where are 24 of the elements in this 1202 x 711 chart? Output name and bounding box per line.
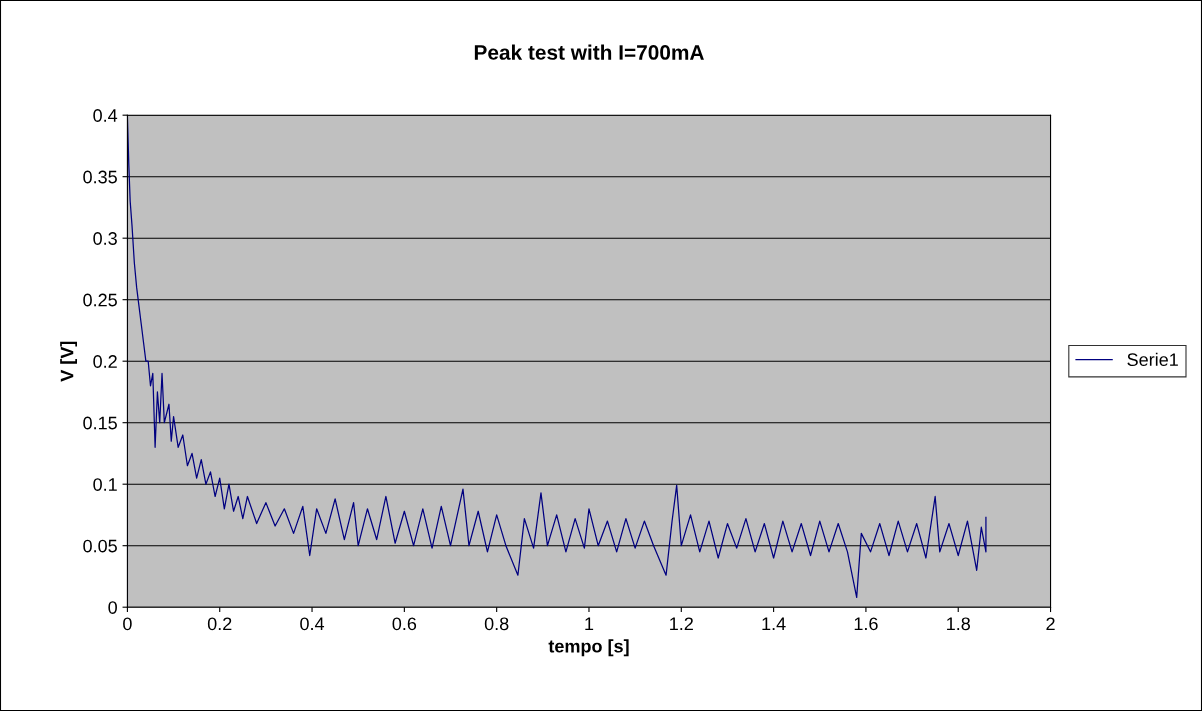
y-tick-label: 0.3 (93, 232, 117, 245)
y-tick-label: 0.15 (83, 416, 117, 430)
y-axis-title: V [V] (60, 341, 77, 382)
y-tick-label: 0 (108, 601, 117, 614)
x-tick-label: 2 (1046, 617, 1055, 630)
y-tick-label: 0.2 (93, 355, 117, 368)
x-axis-title: tempo [s] (548, 639, 629, 657)
legend-label: Serie1 (1127, 352, 1178, 367)
x-tick-label: 1.6 (854, 617, 878, 631)
x-tick-label: 1.2 (670, 617, 693, 630)
x-tick-label: 0.4 (300, 617, 325, 631)
y-tick-label: 0.25 (83, 293, 117, 307)
x-tick-label: 0.2 (207, 617, 232, 631)
x-tick-label: 0 (123, 617, 132, 631)
x-tick-label: 1 (585, 617, 594, 630)
y-tick-label: 0.05 (83, 539, 117, 553)
y-tick-label: 0.35 (83, 170, 117, 184)
y-tick-label: 0.4 (93, 109, 118, 122)
x-tick-label: 1.4 (762, 617, 786, 630)
x-tick-label: 1.8 (947, 617, 970, 631)
chart-title: Peak test with I=700mA (474, 44, 704, 60)
x-tick-label: 0.6 (392, 617, 417, 631)
x-tick-label: 0.8 (484, 617, 509, 631)
y-tick-label: 0.1 (93, 478, 117, 491)
